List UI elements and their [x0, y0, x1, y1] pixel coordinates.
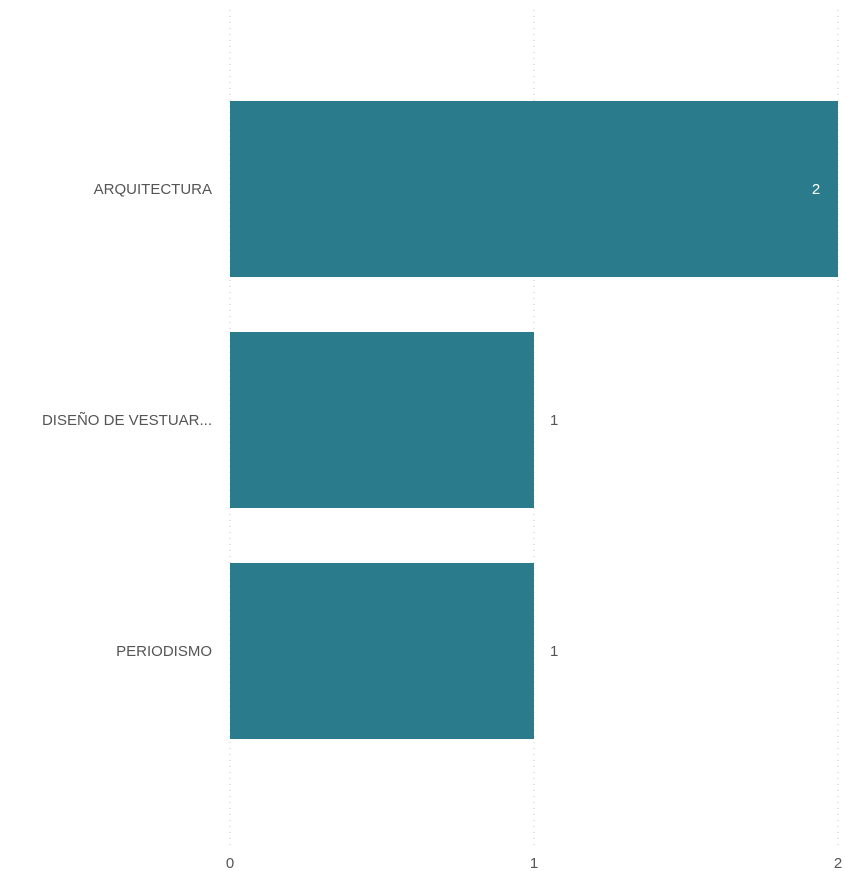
bar-1[interactable] [230, 332, 534, 508]
bar-0[interactable] [230, 101, 838, 277]
data-label-0: 2 [812, 181, 820, 198]
bar-2[interactable] [230, 563, 534, 739]
x-axis-ticks: 0 1 2 [226, 855, 842, 871]
x-tick-label-1: 1 [530, 855, 538, 871]
x-tick-label-0: 0 [226, 855, 234, 871]
data-label-2: 1 [550, 643, 558, 660]
category-label-0: ARQUITECTURA [94, 181, 212, 198]
bars [230, 101, 838, 739]
category-label-2: PERIODISMO [116, 643, 212, 660]
x-tick-label-2: 2 [834, 855, 842, 871]
data-labels: 2 1 1 [550, 181, 820, 660]
category-labels: ARQUITECTURA DISEÑO DE VESTUAR... PERIODIS… [42, 181, 212, 660]
data-label-1: 1 [550, 412, 558, 429]
category-label-1: DISEÑO DE VESTUAR... [42, 412, 212, 429]
